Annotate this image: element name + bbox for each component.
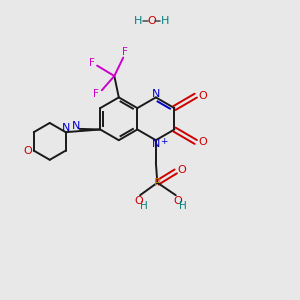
Text: H: H — [179, 202, 187, 212]
Text: O: O — [134, 196, 143, 206]
Text: F: F — [93, 89, 99, 99]
Text: N: N — [62, 123, 70, 133]
Text: N: N — [152, 139, 160, 149]
Text: P: P — [154, 178, 161, 188]
Text: N: N — [72, 121, 80, 131]
Text: O: O — [173, 196, 182, 206]
Text: O: O — [198, 137, 207, 147]
Text: H: H — [161, 16, 169, 26]
Text: H: H — [134, 16, 142, 26]
Text: F: F — [122, 47, 128, 57]
Text: O: O — [23, 146, 32, 156]
Text: +: + — [160, 137, 168, 146]
Text: F: F — [89, 58, 95, 68]
Text: O: O — [198, 91, 207, 100]
Text: O: O — [177, 165, 186, 175]
Text: H: H — [140, 202, 148, 212]
Text: N: N — [152, 89, 160, 99]
Text: O: O — [147, 16, 156, 26]
